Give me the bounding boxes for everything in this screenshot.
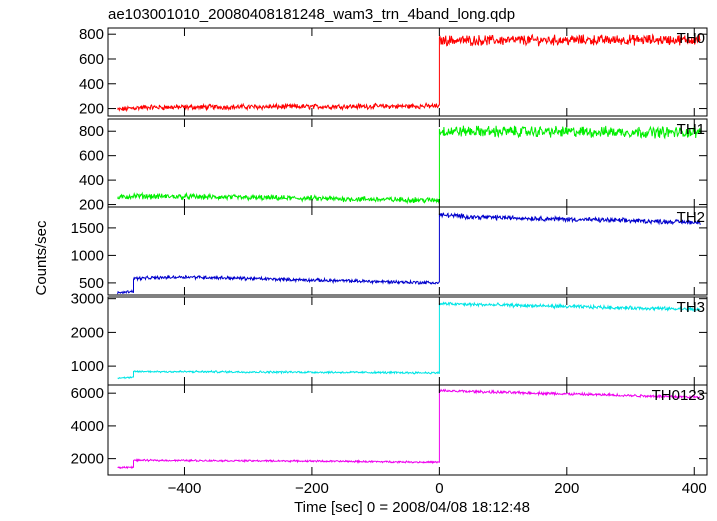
y-tick-label: 200 [79,101,104,118]
y-tick-label: 1000 [71,358,104,375]
panel-frame [107,27,708,117]
y-tick-label: 2000 [71,324,104,341]
x-tick-label: 400 [682,480,707,497]
x-tick-label: 200 [554,480,579,497]
y-tick-label: 600 [79,51,104,68]
y-tick-label: 200 [79,197,104,214]
series-line-th2 [117,212,701,295]
panels-group: 200 400 600 800 TH0 200 400 600 800 TH1 500 1000 150… [71,26,708,497]
panel-label: TH3 [677,299,705,316]
panel-th2: 500 1000 1500 TH2 [71,206,708,296]
panel-th3: 1000 2000 3000 TH3 [71,291,708,386]
y-tick-label: 400 [79,76,104,93]
y-tick-label: 600 [79,148,104,165]
chart-title: ae103001010_20080408181248_wam3_trn_4ban… [108,6,515,23]
y-tick-label: 800 [79,26,104,43]
series-line-th0123 [117,388,701,470]
panel-label: TH1 [677,121,705,138]
series-line-th0 [117,33,701,113]
panel-th0123: 2000 4000 6000 TH0123 [71,384,708,476]
panel-frame [107,384,708,476]
y-axis-label: Counts/sec [33,220,50,296]
panel-label: TH2 [677,209,705,226]
series-line-th3 [117,301,701,380]
x-axis-label: Time [sec] 0 = 2008/04/08 18:12:48 [294,499,530,516]
panel-th0: 200 400 600 800 TH0 [79,26,708,118]
y-tick-label: 800 [79,123,104,140]
x-tick-label: −200 [295,480,329,497]
y-tick-label: 400 [79,172,104,189]
y-tick-label: 6000 [71,385,104,402]
y-tick-label: 1500 [71,220,104,237]
y-tick-label: 500 [79,275,104,292]
y-tick-label: 1000 [71,247,104,264]
y-tick-label: 4000 [71,418,104,435]
panel-th1: 200 400 600 800 TH1 [79,118,708,214]
panel-label: TH0 [677,30,705,47]
x-tick-label: 0 [435,480,443,497]
x-tick-label: −400 [168,480,202,497]
y-tick-label: 3000 [71,291,104,308]
panel-frame [107,206,708,296]
y-tick-label: 2000 [71,451,104,468]
x-tick-labels: −400 −200 0 200 400 [168,480,707,497]
panel-label: TH0123 [652,387,705,404]
series-line-th1 [117,125,701,205]
